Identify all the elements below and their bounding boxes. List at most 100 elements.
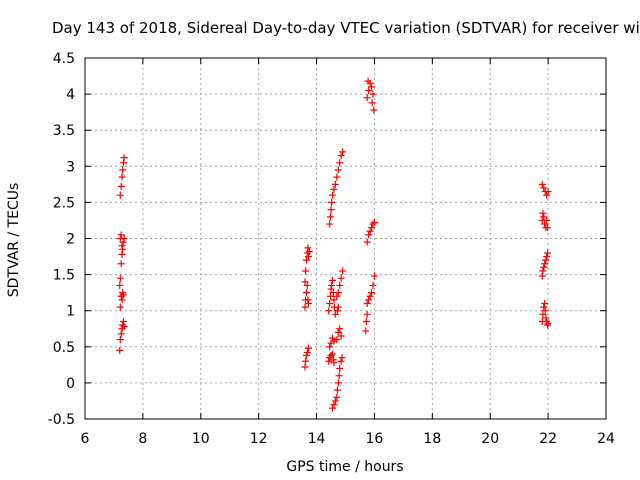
data-point	[325, 307, 333, 315]
data-point	[116, 191, 124, 199]
y-tick-label: 0	[66, 376, 75, 392]
data-point	[120, 235, 128, 242]
data-point	[370, 219, 378, 227]
data-point	[362, 327, 370, 335]
data-point	[326, 343, 334, 351]
data-point	[363, 94, 371, 102]
data-point	[331, 180, 339, 188]
data-point	[330, 185, 338, 193]
data-point	[334, 166, 342, 174]
data-point	[336, 364, 344, 372]
ticks-layer: 6 8 10 12 14 16 18 20 22 24 -0.5 0 0.5 1 1.5 2 2.5 3 3.5 4 4…	[48, 51, 615, 447]
data-point	[327, 351, 335, 359]
y-tick-label: 1	[66, 304, 75, 320]
data-point	[301, 278, 309, 286]
data-point	[326, 299, 334, 307]
grid-layer	[85, 58, 606, 419]
data-point	[365, 86, 373, 94]
data-point	[330, 401, 338, 409]
y-tick-label: 2	[66, 232, 75, 248]
data-point	[302, 357, 310, 365]
data-point	[118, 242, 126, 250]
data-point	[326, 213, 334, 221]
data-point	[370, 106, 378, 114]
data-point	[333, 292, 341, 300]
x-tick-label: 24	[597, 431, 615, 447]
data-point	[117, 183, 125, 191]
data-point	[304, 344, 312, 352]
x-tick-label: 12	[250, 431, 268, 447]
data-point	[336, 159, 344, 167]
data-point	[364, 77, 372, 85]
data-point	[333, 386, 341, 394]
data-point	[305, 247, 313, 255]
data-point	[118, 296, 126, 304]
data-point	[326, 292, 334, 300]
data-point	[325, 357, 333, 365]
y-tick-label: 2.5	[53, 195, 75, 211]
data-point	[118, 173, 126, 181]
data-point	[120, 154, 128, 162]
data-point	[119, 166, 127, 174]
data-point	[116, 303, 124, 311]
data-point	[368, 99, 376, 107]
data-point	[328, 404, 336, 412]
data-point	[301, 303, 309, 311]
data-point	[539, 310, 547, 318]
data-point	[541, 299, 549, 307]
data-point	[117, 330, 125, 338]
data-point	[544, 188, 552, 196]
x-tick-label: 16	[366, 431, 384, 447]
data-point	[542, 314, 550, 322]
x-tick-label: 14	[308, 431, 326, 447]
data-point	[116, 336, 124, 344]
data-point	[334, 303, 342, 311]
data-point	[302, 256, 310, 264]
y-tick-label: 1.5	[53, 268, 75, 284]
x-tick-label: 18	[423, 431, 441, 447]
data-point	[544, 249, 552, 257]
data-point	[333, 393, 341, 401]
data-point	[540, 213, 548, 221]
data-point	[337, 274, 345, 282]
x-tick-label: 22	[539, 431, 557, 447]
data-point	[119, 321, 127, 329]
data-point	[541, 220, 549, 228]
chart-title: Day 143 of 2018, Sidereal Day-to-day VTE…	[52, 19, 640, 37]
data-point	[368, 83, 376, 91]
data-point	[303, 349, 311, 357]
data-point	[339, 148, 347, 156]
data-point	[362, 318, 370, 326]
data-point	[116, 274, 124, 282]
data-point	[544, 224, 552, 232]
data-point	[334, 379, 342, 387]
data-point	[333, 173, 341, 181]
y-axis-title: SDTVAR / TECUs	[6, 183, 22, 298]
data-point	[544, 320, 552, 328]
data-point	[116, 346, 124, 354]
data-point	[540, 184, 548, 192]
data-point	[116, 281, 124, 289]
data-point	[304, 253, 312, 261]
data-point	[369, 281, 377, 289]
data-point	[330, 359, 338, 367]
data-point	[303, 281, 311, 289]
data-point	[541, 260, 549, 268]
data-point	[334, 289, 342, 297]
data-point	[335, 372, 343, 380]
y-tick-label: 4.5	[53, 51, 75, 67]
y-tick-label: -0.5	[48, 412, 75, 428]
data-point	[302, 267, 310, 275]
data-point	[304, 244, 312, 252]
data-point	[365, 231, 373, 239]
x-tick-label: 10	[192, 431, 210, 447]
data-point	[366, 227, 374, 235]
data-point	[366, 292, 374, 300]
data-point	[540, 303, 548, 311]
data-point	[327, 206, 335, 214]
data-point	[339, 267, 347, 275]
data-point	[538, 180, 546, 188]
data-point	[541, 307, 549, 315]
data-point	[331, 397, 339, 405]
